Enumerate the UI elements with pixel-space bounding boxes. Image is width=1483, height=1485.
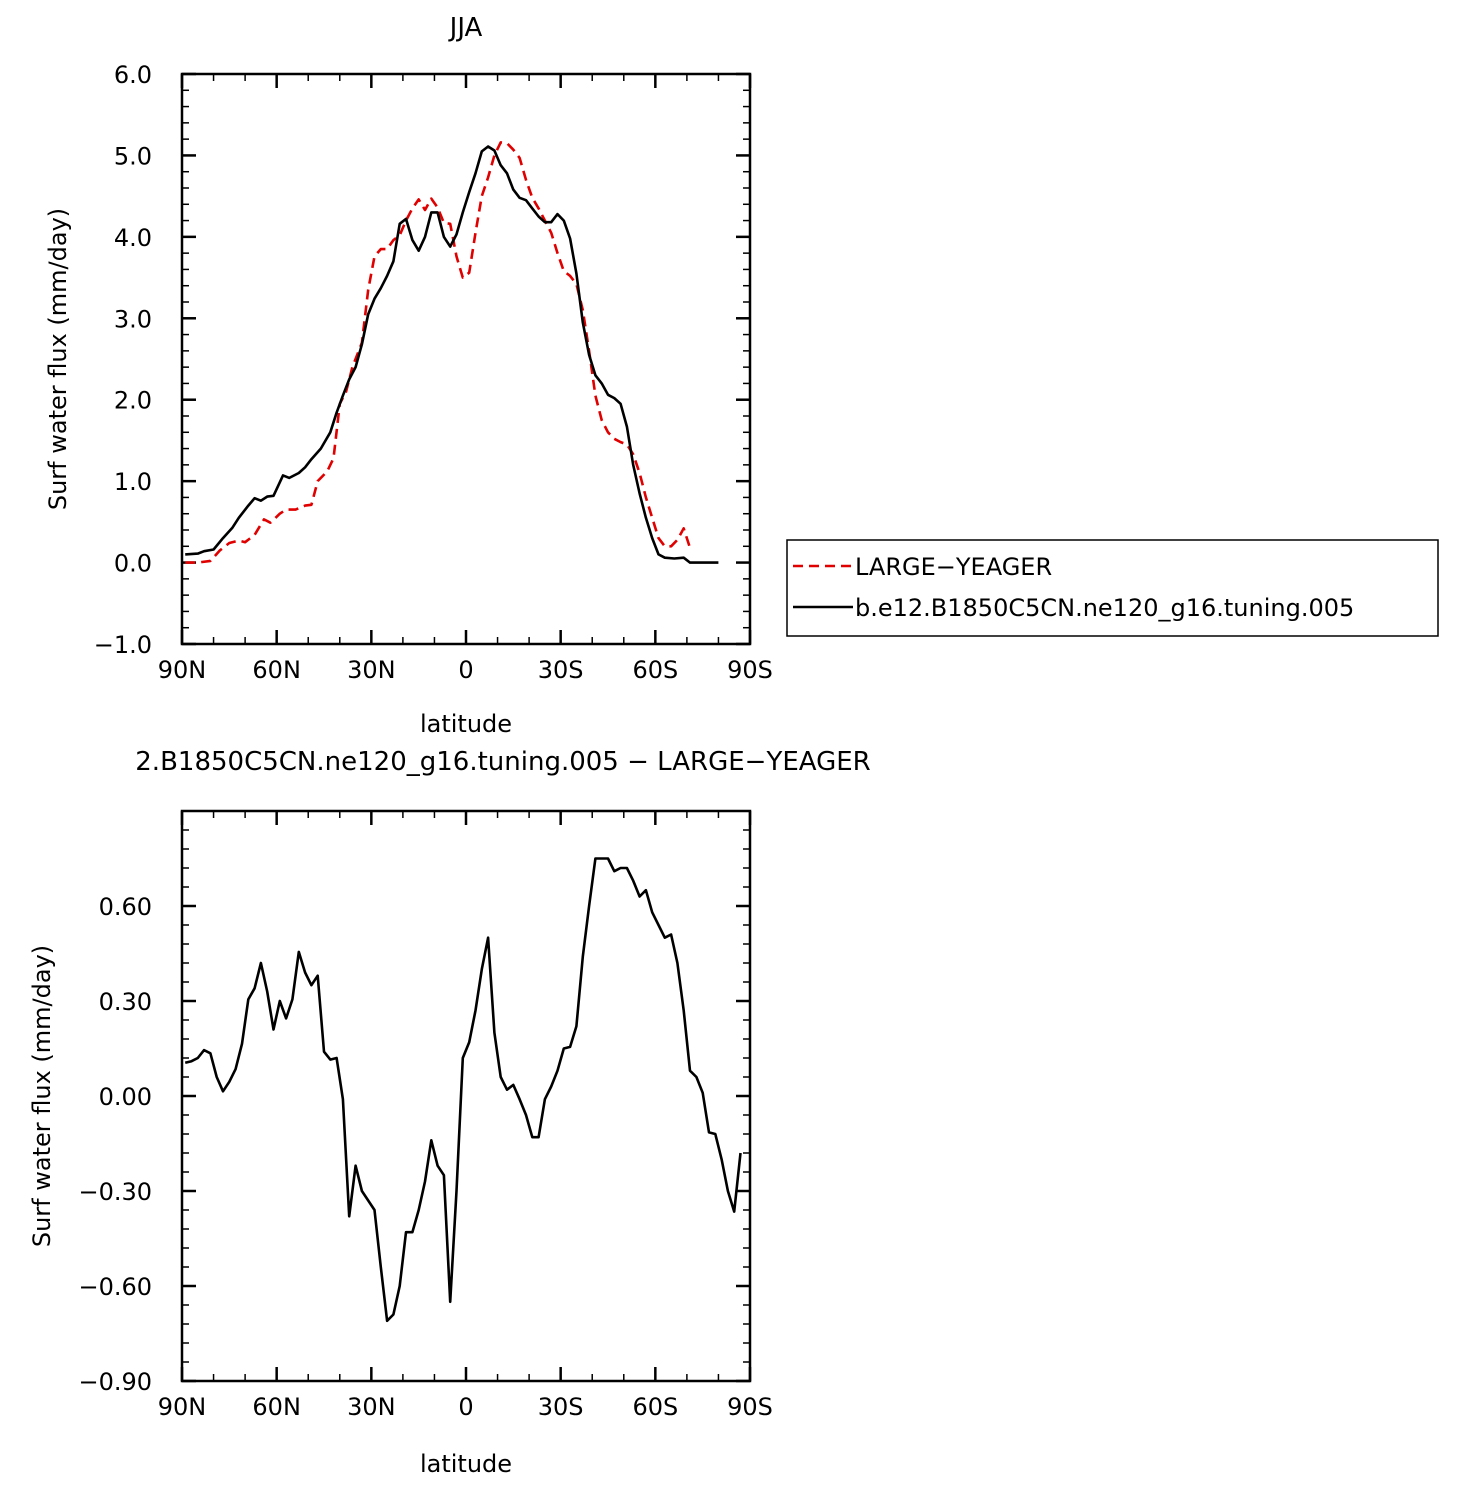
x-tick-label: 90S: [727, 1393, 773, 1421]
y-tick-label: 5.0: [114, 142, 152, 170]
x-tick-label: 30N: [347, 656, 396, 684]
x-tick-label: 0: [458, 1393, 473, 1421]
series-line-0: [184, 857, 742, 1323]
chart-title: 2.B1850C5CN.ne120_g16.tuning.005 − LARGE…: [135, 747, 870, 777]
y-tick-label: 0.00: [99, 1083, 152, 1111]
x-tick-label: 60N: [252, 1393, 301, 1421]
series-line-1: [185, 145, 719, 564]
bottom-panel: 2.B1850C5CN.ne120_g16.tuning.005 − LARGE…: [28, 747, 871, 1478]
x-tick-label: 30S: [538, 656, 584, 684]
series-line-0: [185, 141, 692, 564]
y-tick-label: −0.60: [78, 1273, 152, 1301]
y-tick-label: 0.0: [114, 550, 152, 578]
x-tick-label: 90N: [158, 1393, 207, 1421]
y-tick-label: 0.60: [99, 893, 152, 921]
x-tick-label: 60N: [252, 656, 301, 684]
x-tick-label: 30S: [538, 1393, 584, 1421]
y-axis-title: Surf water flux (mm/day): [44, 208, 72, 510]
y-tick-label: −0.30: [78, 1178, 152, 1206]
chart-title: JJA: [448, 13, 483, 43]
x-tick-label: 90S: [727, 656, 773, 684]
top-panel: JJA Surf water flux (mm/day) latitude 90…: [44, 13, 773, 738]
legend-box: [786, 539, 1439, 637]
y-tick-label: 2.0: [114, 387, 152, 415]
legend: LARGE−YEAGER b.e12.B1850C5CN.ne120_g16.t…: [786, 539, 1439, 637]
x-tick-label: 0: [458, 656, 473, 684]
tick-label-group: 90N 60N 30N 0 30S 60S 90S −1.0 0.0 1.0 2.0 3.0 4.0 5.…: [94, 61, 773, 684]
tick-label-group: 90N 60N 30N 0 30S 60S 90S −0.90 −0.60 −0.30 0.00 0.…: [78, 893, 772, 1421]
x-axis-title: latitude: [420, 1450, 512, 1478]
x-tick-label: 30N: [347, 1393, 396, 1421]
x-axis-title: latitude: [420, 710, 512, 738]
y-axis-title: Surf water flux (mm/day): [28, 945, 56, 1247]
series-group: [185, 141, 719, 564]
series-group: [184, 857, 742, 1323]
y-tick-label: −1.0: [94, 631, 152, 659]
plot-frame: [180, 809, 752, 1383]
y-tick-label: 1.0: [114, 468, 152, 496]
y-tick-label: 6.0: [114, 61, 152, 89]
legend-label-large-yeager: LARGE−YEAGER: [855, 553, 1052, 581]
y-tick-label: 0.30: [99, 988, 152, 1016]
x-tick-label: 90N: [158, 656, 207, 684]
y-tick-label: 3.0: [114, 305, 152, 333]
x-tick-label: 60S: [632, 1393, 678, 1421]
y-tick-label: 4.0: [114, 224, 152, 252]
x-tick-label: 60S: [632, 656, 678, 684]
legend-label-tuning-005: b.e12.B1850C5CN.ne120_g16.tuning.005: [855, 594, 1354, 622]
tick-group: [180, 811, 752, 1383]
y-tick-label: −0.90: [78, 1368, 152, 1396]
plot-frame: [180, 72, 752, 646]
